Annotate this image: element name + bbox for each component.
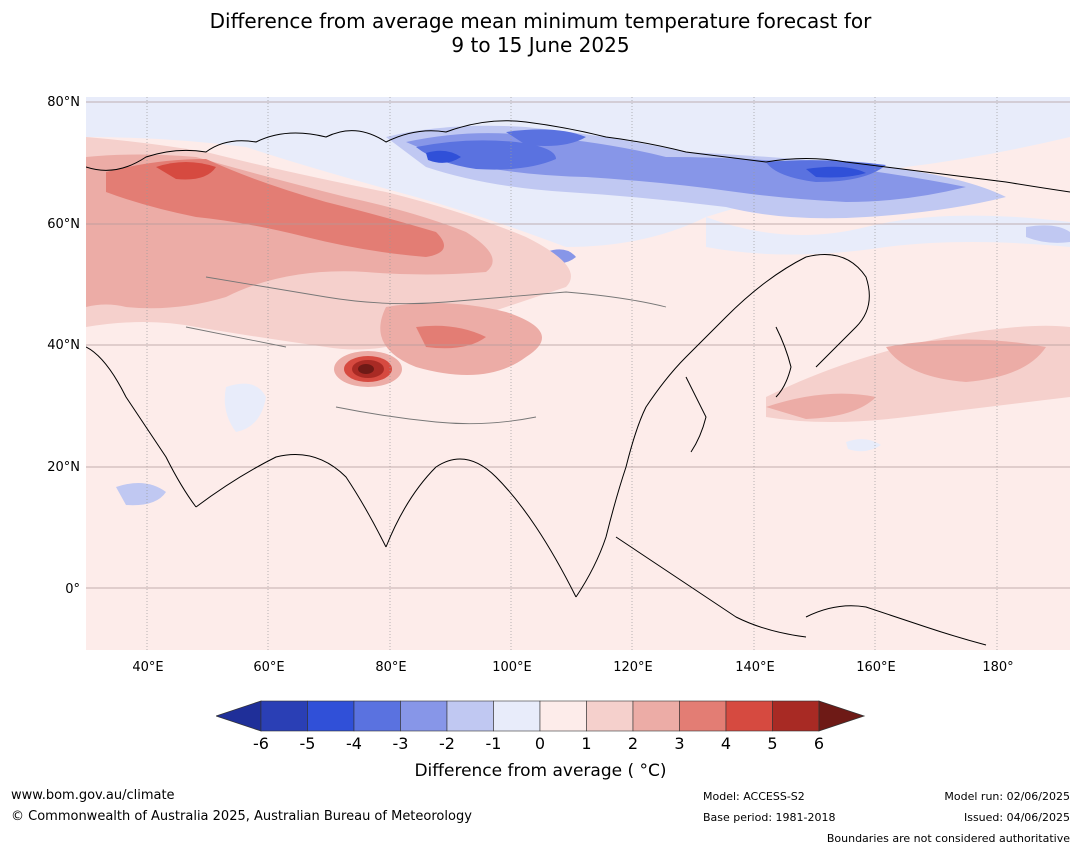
colorbar-tick-label: 4 [720,734,732,753]
lat-label-80n: 80°N [47,95,80,110]
colorbar-tick-label: -2 [439,734,455,753]
colorbar-swatch [307,700,355,732]
colorbar-tick-label: -1 [485,734,502,753]
colorbar-swatch [679,700,727,732]
colorbar-swatches [214,700,866,732]
colorbar-tick-label: -4 [346,734,362,753]
colorbar-swatch [260,700,308,732]
colorbar-tick-label: 0 [534,734,546,753]
colorbar-swatch [446,700,494,732]
colorbar-tick-label: 6 [813,734,825,753]
base-period: Base period: 1981-2018 [703,811,836,824]
forecast-map [86,97,1070,650]
colorbar-swatch [586,700,634,732]
colorbar-tick-label: 2 [627,734,639,753]
lat-label-60n: 60°N [47,217,80,232]
lon-label-60e: 60°E [253,660,285,675]
map-canvas [86,97,1070,650]
lon-label-40e: 40°E [132,660,164,675]
lon-label-120e: 120°E [613,660,653,675]
model-name: Model: ACCESS-S2 [703,790,805,803]
colorbar-extend-low [214,700,262,732]
lat-label-20n: 20°N [47,460,80,475]
colorbar-swatch [400,700,448,732]
boundaries-disclaimer: Boundaries are not considered authoritat… [826,832,1070,845]
copyright-text: © Commonwealth of Australia 2025, Austra… [11,809,472,824]
colorbar-swatch [632,700,680,732]
title-line-2: 9 to 15 June 2025 [451,33,630,57]
colorbar-tick-label: 1 [581,734,592,753]
model-run-date: Model run: 02/06/2025 [944,790,1070,803]
title-line-1: Difference from average mean minimum tem… [209,9,872,33]
lon-label-100e: 100°E [492,660,532,675]
lon-label-160e: 160°E [856,660,896,675]
colorbar-tick-label: -6 [253,734,269,753]
lat-label-40n: 40°N [47,338,80,353]
lon-label-80e: 80°E [375,660,407,675]
colorbar-label: Difference from average ( °C) [414,761,667,781]
colorbar-swatch [725,700,773,732]
colorbar-swatch [772,700,820,732]
lon-label-140e: 140°E [735,660,775,675]
colorbar-tick-label: 5 [767,734,778,753]
issued-date: Issued: 04/06/2025 [963,811,1070,824]
map-title: Difference from average mean minimum tem… [0,9,1081,57]
colorbar-extend-high [818,700,866,732]
colorbar-tick-label: -5 [299,734,316,753]
lon-label-180: 180° [982,660,1014,675]
website-link[interactable]: www.bom.gov.au/climate [11,788,175,803]
colorbar-swatch [493,700,541,732]
colorbar-tick-label: -3 [392,734,409,753]
colorbar-tick-label: 3 [674,734,685,753]
colorbar-swatch [353,700,401,732]
colorbar-swatch [539,700,587,732]
lat-label-0: 0° [65,582,80,597]
colorbar [214,700,866,736]
